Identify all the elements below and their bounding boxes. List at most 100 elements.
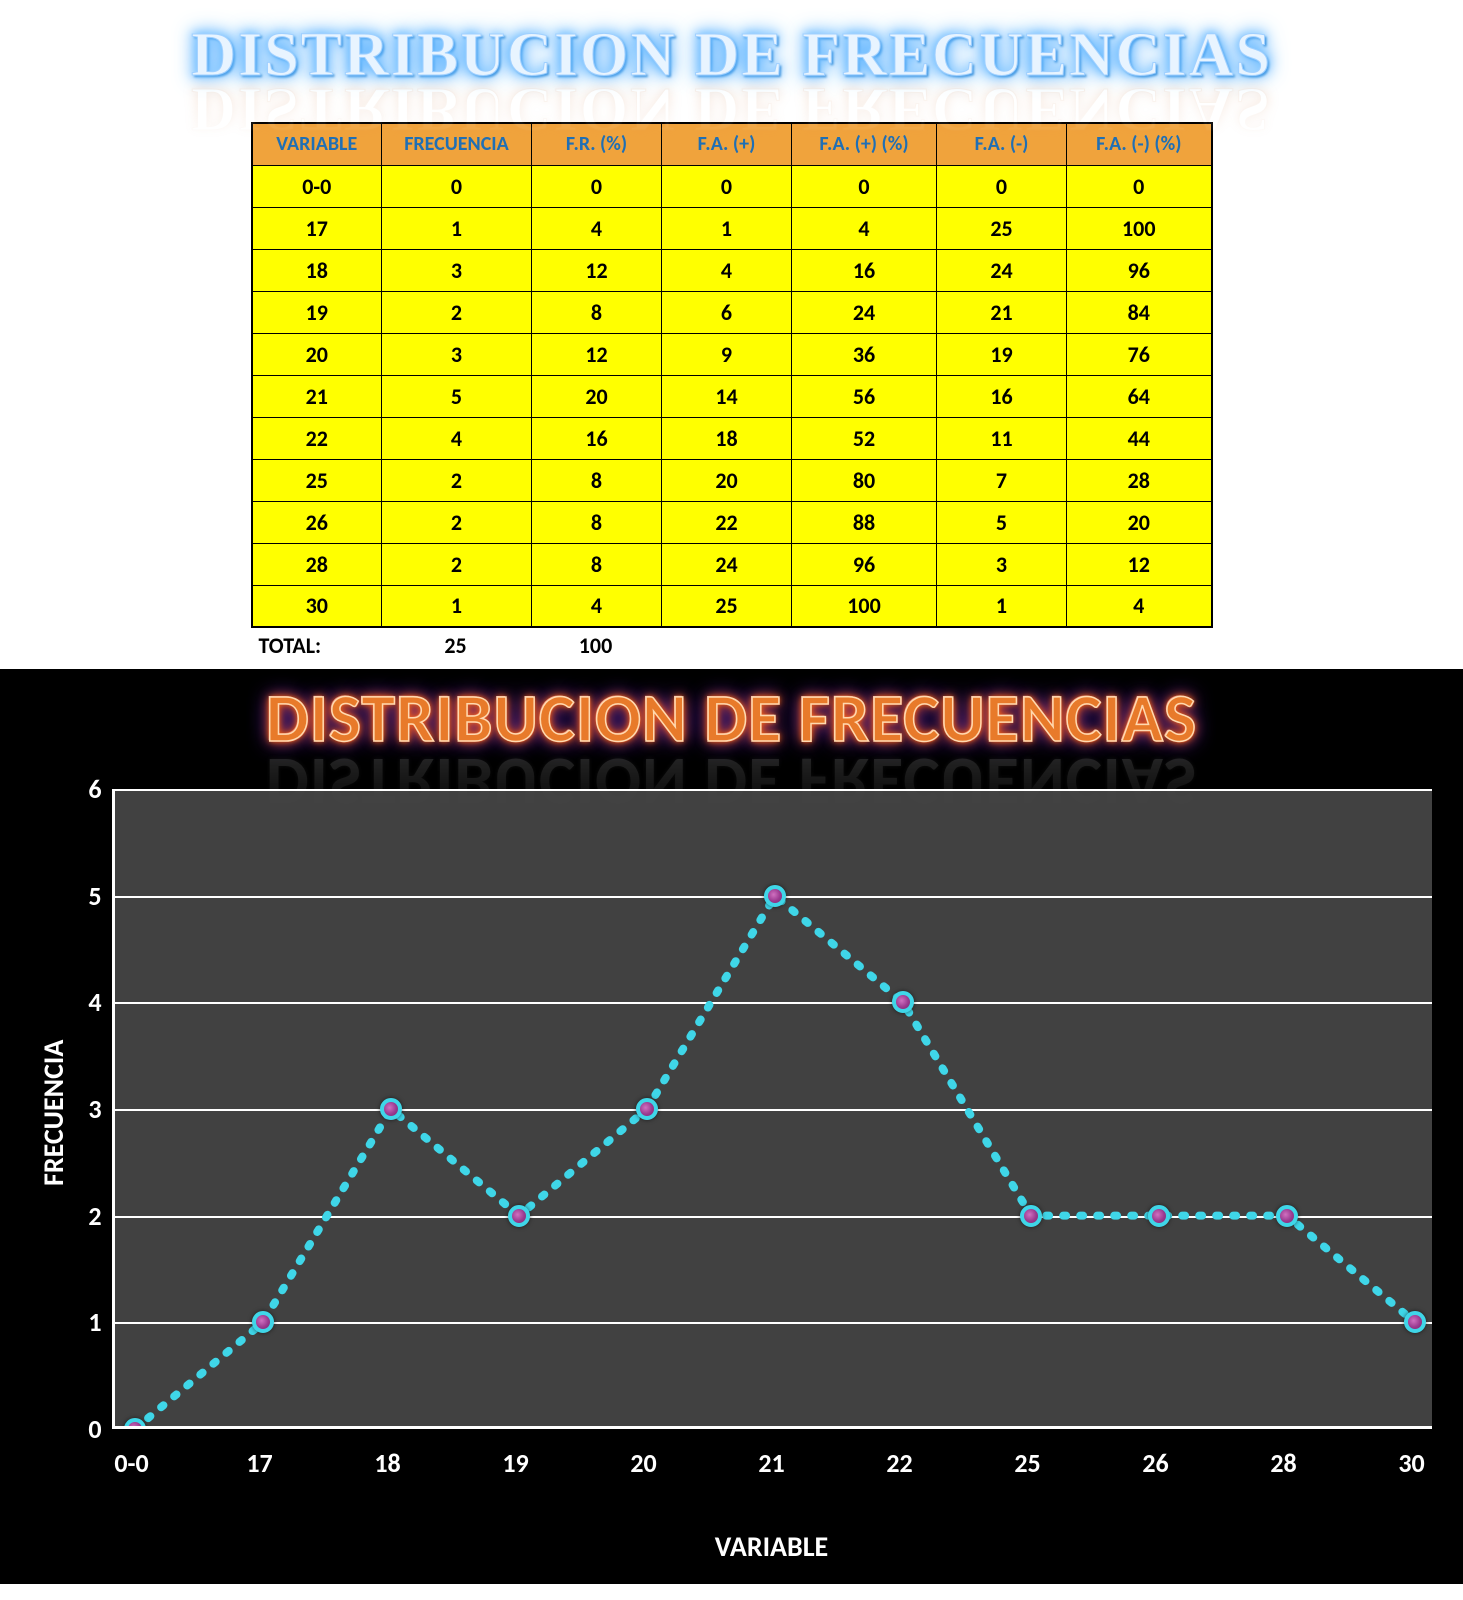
table-row: 2241618521144 [252,417,1212,459]
table-row: 28282496312 [252,543,1212,585]
data-point [1020,1205,1042,1227]
table-cell: 26 [252,501,382,543]
table-cell: 0 [792,165,937,207]
table-cell: 44 [1067,417,1212,459]
table-cell: 3 [937,543,1067,585]
total-fr-percent: 100 [531,632,661,659]
table-cell: 17 [252,207,382,249]
table-cell: 20 [662,459,792,501]
table-cell: 20 [252,333,382,375]
table-row: 183124162496 [252,249,1212,291]
table-cell: 4 [532,207,662,249]
table-cell: 76 [1067,333,1212,375]
table-cell: 84 [1067,291,1212,333]
x-tick-label: 26 [1116,1447,1196,1479]
table-row: 30142510014 [252,585,1212,627]
table-cell: 4 [382,417,532,459]
table-cell: 25 [252,459,382,501]
table-cell: 88 [792,501,937,543]
y-tick-label: 2 [62,1200,102,1232]
table-cell: 0 [532,165,662,207]
data-point [1276,1205,1298,1227]
table-cell: 22 [252,417,382,459]
table-cell: 12 [532,333,662,375]
x-ticks: 0-017181920212225262830 [112,1447,1432,1481]
plot-area [112,789,1432,1429]
table-cell: 9 [662,333,792,375]
frequency-table: VARIABLEFRECUENCIAF.R. (%)F.A. (+)F.A. (… [251,122,1213,628]
x-tick-label: 18 [348,1447,428,1479]
table-cell: 21 [252,375,382,417]
table-cell: 56 [792,375,937,417]
table-cell: 4 [532,585,662,627]
table-cell: 1 [382,585,532,627]
table-cell: 96 [792,543,937,585]
table-cell: 22 [662,501,792,543]
table-cell: 3 [382,333,532,375]
chart-title-wrap: DISTRIBUCION DE FRECUENCIAS DISTRIBUCION… [0,669,1463,789]
table-cell: 11 [937,417,1067,459]
table-cell: 5 [382,375,532,417]
table-cell: 20 [532,375,662,417]
chart-container: DISTRIBUCION DE FRECUENCIAS DISTRIBUCION… [0,669,1463,1584]
table-cell: 25 [937,207,1067,249]
table-cell: 2 [382,501,532,543]
table-row: 19286242184 [252,291,1212,333]
table-cell: 12 [532,249,662,291]
x-axis-label: VARIABLE [112,1529,1432,1564]
y-tick-label: 6 [62,773,102,805]
frequency-table-wrap: VARIABLEFRECUENCIAF.R. (%)F.A. (+)F.A. (… [0,122,1463,659]
table-cell: 4 [1067,585,1212,627]
data-point [508,1205,530,1227]
table-cell: 14 [662,375,792,417]
y-tick-label: 4 [62,986,102,1018]
table-cell: 52 [792,417,937,459]
table-cell: 64 [1067,375,1212,417]
table-cell: 4 [792,207,937,249]
table-cell: 28 [252,543,382,585]
table-cell: 100 [792,585,937,627]
table-row: 2152014561664 [252,375,1212,417]
table-cell: 0 [937,165,1067,207]
table-cell: 6 [662,291,792,333]
table-cell: 16 [937,375,1067,417]
table-cell: 4 [662,249,792,291]
table-cell: 16 [532,417,662,459]
table-cell: 19 [937,333,1067,375]
table-row: 17141425100 [252,207,1212,249]
data-point [636,1098,658,1120]
table-cell: 8 [532,543,662,585]
x-tick-label: 30 [1372,1447,1452,1479]
table-cell: 18 [662,417,792,459]
table-row: 203129361976 [252,333,1212,375]
data-point [252,1311,274,1333]
chart-frame: FRECUENCIA 0123456 0-0171819202122252628… [2,789,1462,1564]
x-tick-label: 19 [476,1447,556,1479]
table-cell: 0 [1067,165,1212,207]
total-frequency: 25 [381,632,531,659]
table-cell: 12 [1067,543,1212,585]
table-cell: 0 [382,165,532,207]
x-tick-label: 17 [220,1447,300,1479]
total-label: TOTAL: [251,632,381,659]
data-point [892,991,914,1013]
table-cell: 2 [382,291,532,333]
x-tick-label: 21 [732,1447,812,1479]
table-cell: 36 [792,333,937,375]
y-tick-label: 5 [62,880,102,912]
table-cell: 5 [937,501,1067,543]
table-cell: 24 [792,291,937,333]
totals-row: TOTAL:25100 [251,632,1211,659]
table-row: 26282288520 [252,501,1212,543]
y-tick-label: 1 [62,1306,102,1338]
y-tick-label: 3 [62,1093,102,1125]
data-point [380,1098,402,1120]
table-cell: 0-0 [252,165,382,207]
page-title-wrap: DISTRIBUCION DE FRECUENCIAS DISTRIBUCION… [0,0,1463,140]
table-cell: 80 [792,459,937,501]
table-cell: 1 [937,585,1067,627]
table-cell: 18 [252,249,382,291]
x-tick-label: 25 [988,1447,1068,1479]
table-cell: 28 [1067,459,1212,501]
table-cell: 24 [937,249,1067,291]
